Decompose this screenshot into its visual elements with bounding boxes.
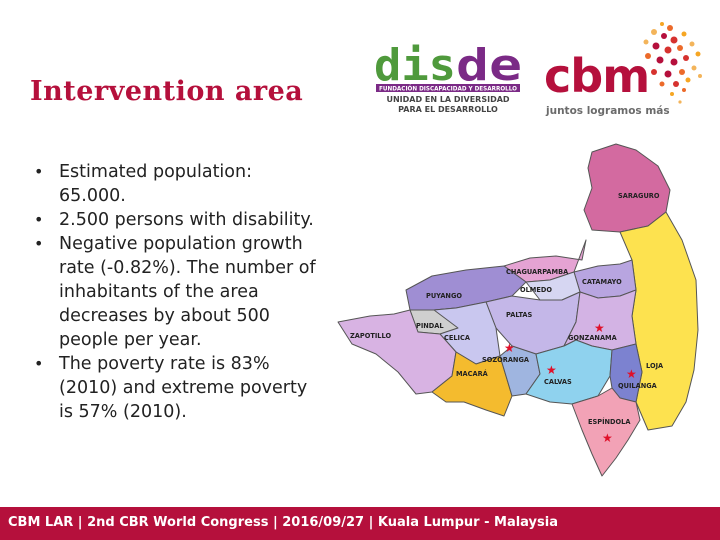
disde-logo-banner: FUNDACIÓN DISCAPACIDAD Y DESARROLLO: [379, 86, 517, 93]
map-region-macara: [431, 351, 513, 417]
map-label-macara: MACARÁ: [456, 369, 489, 378]
map-label-puyango: PUYANGO: [426, 292, 462, 300]
map-label-celica: CELICA: [444, 334, 471, 342]
cbm-logo-wordmark: cbm: [544, 49, 649, 103]
bullet-list: Estimated population: 65.000. 2.500 pers…: [34, 160, 324, 424]
footer-text: CBM LAR | 2nd CBR World Congress | 2016/…: [8, 515, 558, 530]
cbm-logo: cbm juntos logramos más: [544, 22, 702, 117]
bullet-disability: 2.500 persons with disability.: [34, 208, 324, 232]
map-label-quilanga: QUILANGA: [618, 382, 658, 390]
map-region-espindola: [571, 387, 641, 477]
disde-logo-wordmark-dis: dis: [374, 42, 456, 91]
disde-logo: dis de FUNDACIÓN DISCAPACIDAD Y DESARROL…: [374, 42, 522, 114]
star-icon: ★: [504, 341, 515, 355]
disde-logo-tagline-1: UNIDAD EN LA DIVERSIDAD: [386, 95, 509, 104]
bullet-growth-rate: Negative population growth rate (-0.82%)…: [34, 232, 324, 352]
map-label-gonzanama: GONZANAMA: [568, 334, 618, 342]
bullet-poverty: The poverty rate is 83% (2010) and extre…: [34, 352, 324, 424]
map-label-saraguro: SARAGURO: [618, 192, 660, 200]
map-label-zapotillo: ZAPOTILLO: [350, 332, 391, 340]
cbm-logo-tagline: juntos logramos más: [545, 105, 670, 117]
map-label-pindal: PINDAL: [416, 322, 444, 330]
bullet-population: Estimated population: 65.000.: [34, 160, 324, 208]
map-label-loja: LOJA: [646, 362, 664, 370]
intervention-area-map: SARAGURO CHAGUARPAMBA OLMEDO CATAMAYO PU…: [337, 143, 699, 477]
star-icon: ★: [626, 367, 637, 381]
map-label-calvas: CALVAS: [544, 378, 572, 386]
disde-logo-wordmark-de: de: [456, 42, 522, 91]
map-label-olmedo: OLMEDO: [520, 286, 552, 294]
map-label-chaguarpamba: CHAGUARPAMBA: [506, 268, 569, 276]
star-icon: ★: [546, 363, 557, 377]
slide-title: Intervention area: [30, 76, 304, 107]
map-label-catamayo: CATAMAYO: [582, 278, 622, 286]
footer-bar: CBM LAR | 2nd CBR World Congress | 2016/…: [0, 507, 720, 540]
disde-logo-banner-bar: [376, 84, 520, 92]
map-label-paltas: PALTAS: [506, 311, 533, 319]
star-icon: ★: [602, 431, 613, 445]
disde-logo-tagline-2: PARA EL DESARROLLO: [398, 105, 498, 114]
map-label-espindola: ESPÍNDOLA: [588, 417, 631, 426]
map-label-sozoranga: SOZORANGA: [482, 356, 530, 364]
cbm-dots-icon: [643, 22, 702, 104]
star-icon: ★: [594, 321, 605, 335]
